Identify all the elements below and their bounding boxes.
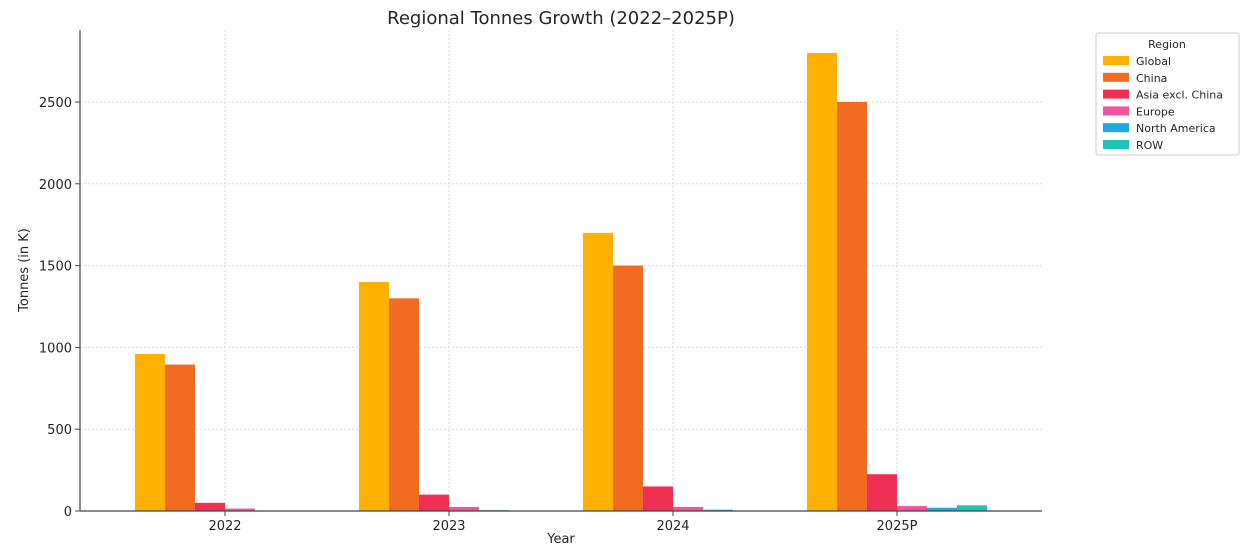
bar-global-2022 bbox=[135, 353, 165, 511]
legend-swatch-row bbox=[1103, 140, 1129, 149]
bar-global-2023 bbox=[359, 281, 389, 511]
x-tick-label: 2023 bbox=[432, 519, 465, 534]
y-axis-label: Tonnes (in K) bbox=[17, 228, 32, 313]
legend-swatch-china bbox=[1103, 72, 1129, 82]
bar-row-2025p bbox=[957, 505, 987, 511]
legend: Region Global China Asia excl. China Europe… bbox=[1095, 32, 1240, 156]
legend-label-row: ROW bbox=[1136, 139, 1163, 152]
y-tick-label: 1500 bbox=[39, 260, 72, 275]
bar-china-2025p bbox=[837, 101, 867, 512]
x-axis-label: Year bbox=[546, 532, 575, 547]
y-tick-label: 2000 bbox=[39, 178, 72, 193]
bar-asia-excl-china-2022 bbox=[195, 502, 225, 511]
y-tick-label: 1000 bbox=[39, 341, 72, 356]
bar-china-2024 bbox=[613, 265, 643, 511]
bar-china-2023 bbox=[389, 298, 419, 511]
x-tick-label: 2024 bbox=[656, 519, 689, 534]
legend-label-europe: Europe bbox=[1136, 105, 1175, 118]
bar-asia-excl-china-2023 bbox=[419, 494, 449, 511]
bar-europe-2025p bbox=[897, 506, 927, 511]
legend-label-north-america: North America bbox=[1136, 122, 1216, 135]
bar-asia-excl-china-2025p bbox=[867, 474, 897, 511]
y-tick-label: 0 bbox=[64, 505, 72, 520]
legend-label-china: China bbox=[1136, 72, 1167, 85]
bar-europe-2024 bbox=[673, 506, 703, 511]
legend-label-global: Global bbox=[1136, 55, 1171, 68]
bar-north-america-2025p bbox=[927, 507, 957, 511]
bars bbox=[135, 52, 987, 512]
legend-swatch-north-america bbox=[1103, 123, 1129, 133]
bar-asia-excl-china-2024 bbox=[643, 486, 673, 511]
axes bbox=[75, 30, 1042, 516]
bar-north-america-2024 bbox=[703, 509, 733, 511]
legend-swatch-europe bbox=[1103, 106, 1129, 116]
legend-swatch-asia-excl-china bbox=[1103, 89, 1129, 99]
legend-label-asia-excl-china: Asia excl. China bbox=[1136, 89, 1223, 102]
bar-china-2022 bbox=[165, 364, 195, 511]
x-tick-label: 2022 bbox=[208, 519, 241, 534]
bar-europe-2022 bbox=[225, 508, 255, 511]
tick-labels: 0 500 1000 1500 2000 2500 2022 2023 2024 2025P bbox=[39, 96, 918, 534]
bar-global-2024 bbox=[583, 232, 613, 512]
legend-frame bbox=[1095, 32, 1240, 156]
bar-europe-2023 bbox=[449, 506, 479, 511]
chart-title: Regional Tonnes Growth (2022–2025P) bbox=[387, 8, 735, 29]
legend-swatch-global bbox=[1103, 56, 1129, 65]
y-tick-label: 2500 bbox=[39, 96, 72, 111]
grid-lines bbox=[80, 30, 1042, 512]
bar-global-2025p bbox=[807, 52, 837, 512]
y-tick-label: 500 bbox=[47, 423, 72, 438]
legend-title: Region bbox=[1148, 38, 1186, 51]
x-tick-label: 2025P bbox=[877, 519, 918, 534]
